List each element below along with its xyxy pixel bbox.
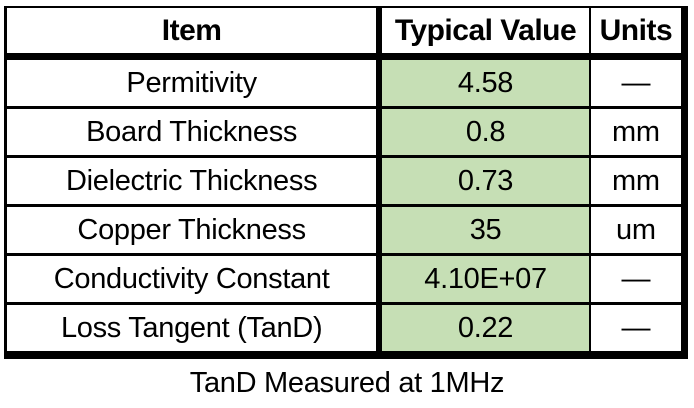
table-row: Dielectric Thickness 0.73 mm	[5, 155, 685, 206]
units-cell: —	[588, 253, 685, 304]
item-cell: Loss Tangent (TanD)	[5, 302, 380, 355]
value-cell: 35	[376, 204, 590, 255]
item-cell: Dielectric Thickness	[5, 155, 380, 206]
header-row: Item Typical Value Units	[5, 7, 685, 60]
table-row: Board Thickness 0.8 mm	[5, 106, 685, 157]
units-cell: mm	[588, 155, 685, 206]
item-cell: Permitivity	[126, 66, 257, 99]
material-spec-table: Item Typical Value Units Permitivity 4.5…	[4, 6, 688, 359]
table-caption: TanD Measured at 1MHz	[189, 367, 505, 399]
table-row: Loss Tangent (TanD) 0.22 —	[5, 302, 685, 355]
units-cell: um	[588, 204, 685, 255]
table-row: Copper Thickness 35 um	[5, 204, 685, 255]
units-cell: —	[588, 302, 685, 355]
header-typical-value: Typical Value	[376, 7, 590, 60]
value-cell: 0.73	[376, 155, 590, 206]
value-cell: 4.10E+07	[376, 253, 590, 304]
value-cell: 0.8	[376, 106, 590, 157]
value-cell: 4.58	[376, 56, 590, 108]
spec-table-container: Item Typical Value Units Permitivity 4.5…	[4, 6, 688, 359]
header-item: Item	[5, 7, 380, 60]
item-cell: Conductivity Constant	[5, 253, 380, 304]
header-units: Units	[588, 7, 685, 60]
item-cell: Board Thickness	[5, 106, 380, 157]
units-cell: —	[588, 56, 685, 108]
table-row: Conductivity Constant 4.10E+07 —	[5, 253, 685, 304]
value-cell: 0.22	[376, 302, 590, 355]
item-cell: Copper Thickness	[5, 204, 380, 255]
units-cell: mm	[588, 106, 685, 157]
table-row: Permitivity 4.58 —	[6, 56, 685, 108]
